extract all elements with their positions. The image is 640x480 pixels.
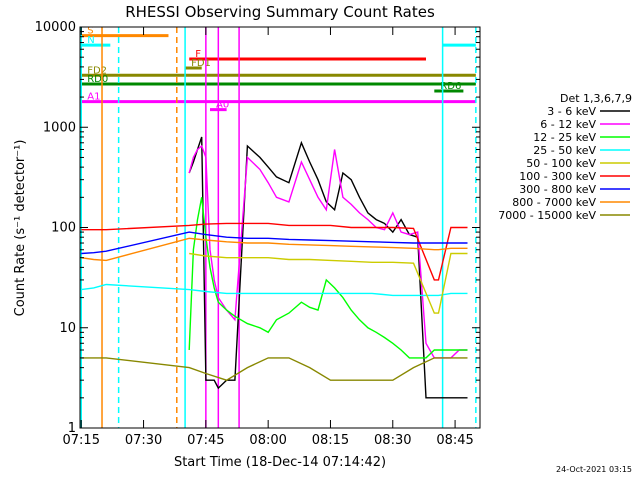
x-tick-label-5: 08:30 (374, 433, 411, 448)
legend-label-1: 6 - 12 keV (540, 118, 596, 131)
flag-label-A0: A0 (216, 100, 229, 111)
series-line-8 (81, 357, 468, 381)
flag-label-A1: A1 (87, 92, 100, 103)
legend-label-8: 7000 - 15000 keV (498, 209, 596, 222)
flag-label-S: S (87, 26, 93, 37)
series-line-6 (81, 231, 468, 255)
flag-label-RD0: RD0 (87, 74, 108, 85)
series-lines (81, 136, 468, 399)
x-axis-label: Start Time (18-Dec-14 07:14:42) (174, 455, 386, 470)
y-tick-label-2: 100 (51, 221, 76, 236)
legend-label-0: 3 - 6 keV (547, 105, 596, 118)
y-tick-label-1: 10 (59, 321, 76, 336)
x-tick-label-6: 08:45 (436, 433, 473, 448)
legend-label-2: 12 - 25 keV (533, 131, 596, 144)
flag-label-N: N (87, 35, 94, 46)
chart-title: RHESSI Observing Summary Count Rates (125, 3, 435, 21)
legend-label-4: 50 - 100 keV (526, 157, 596, 170)
flag-label-FD1: FD1 (191, 58, 211, 69)
series-line-3 (81, 283, 468, 297)
series-line-4 (189, 252, 468, 314)
y-tick-label-3: 1000 (43, 120, 76, 135)
legend-label-6: 300 - 800 keV (519, 183, 596, 196)
x-tick-label-0: 07:15 (63, 433, 100, 448)
flag-label-F: F (195, 49, 201, 60)
series-line-0 (188, 136, 468, 399)
y-tick-label-4: 10000 (35, 20, 76, 35)
series-line-7 (81, 237, 468, 262)
flag-label-RD6: RD6 (440, 81, 461, 92)
timestamp: 24-Oct-2021 03:15 (556, 465, 632, 474)
x-tick-label-1: 07:30 (125, 433, 162, 448)
x-tick-label-4: 08:15 (312, 433, 349, 448)
series-line-5 (81, 222, 468, 281)
series-line-2 (188, 197, 468, 359)
legend-label-5: 100 - 300 keV (519, 170, 596, 183)
flag-label-FD2: FD2 (87, 65, 107, 76)
y-axis-label: Count Rate (s⁻¹ detector⁻¹) (13, 140, 28, 317)
series-line-1 (188, 144, 468, 359)
x-tick-label-3: 08:00 (249, 433, 286, 448)
legend-label-7: 800 - 7000 keV (512, 196, 596, 209)
legend-title: Det 1,3,6,7,9 (560, 92, 632, 105)
x-tick-label-2: 07:45 (187, 433, 224, 448)
y-tick-label-0: 1 (68, 421, 76, 436)
legend-label-3: 25 - 50 keV (533, 144, 596, 157)
axes: 1 10 100 1000 10000 07:15 07:30 07:45 08:00 08:15… (35, 20, 481, 448)
